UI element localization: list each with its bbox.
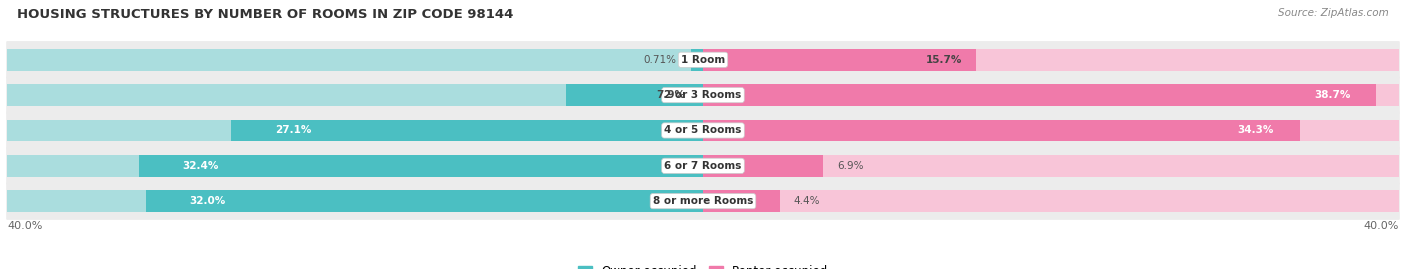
Text: 4.4%: 4.4% bbox=[793, 196, 820, 206]
Text: 4 or 5 Rooms: 4 or 5 Rooms bbox=[664, 125, 742, 136]
Bar bbox=[703, 190, 1399, 212]
Bar bbox=[7, 119, 703, 141]
Text: 32.4%: 32.4% bbox=[183, 161, 219, 171]
Text: 6.9%: 6.9% bbox=[837, 161, 863, 171]
Bar bbox=[703, 84, 1376, 106]
Bar bbox=[703, 155, 823, 177]
Text: 34.3%: 34.3% bbox=[1237, 125, 1274, 136]
Text: Source: ZipAtlas.com: Source: ZipAtlas.com bbox=[1278, 8, 1389, 18]
Bar bbox=[232, 119, 703, 141]
Bar bbox=[703, 119, 1399, 141]
Bar bbox=[703, 190, 779, 212]
FancyBboxPatch shape bbox=[6, 147, 1400, 185]
Bar bbox=[565, 84, 703, 106]
Bar bbox=[690, 49, 703, 71]
FancyBboxPatch shape bbox=[6, 41, 1400, 79]
FancyBboxPatch shape bbox=[6, 182, 1400, 220]
FancyBboxPatch shape bbox=[6, 76, 1400, 114]
Bar bbox=[7, 84, 703, 106]
Text: 0.71%: 0.71% bbox=[644, 55, 676, 65]
Text: 6 or 7 Rooms: 6 or 7 Rooms bbox=[664, 161, 742, 171]
Text: 38.7%: 38.7% bbox=[1313, 90, 1350, 100]
Text: 1 Room: 1 Room bbox=[681, 55, 725, 65]
Legend: Owner-occupied, Renter-occupied: Owner-occupied, Renter-occupied bbox=[572, 261, 834, 269]
Text: 32.0%: 32.0% bbox=[190, 196, 226, 206]
Text: 2 or 3 Rooms: 2 or 3 Rooms bbox=[665, 90, 741, 100]
Bar bbox=[7, 190, 703, 212]
Text: 8 or more Rooms: 8 or more Rooms bbox=[652, 196, 754, 206]
Bar bbox=[146, 190, 703, 212]
FancyBboxPatch shape bbox=[6, 112, 1400, 149]
Text: HOUSING STRUCTURES BY NUMBER OF ROOMS IN ZIP CODE 98144: HOUSING STRUCTURES BY NUMBER OF ROOMS IN… bbox=[17, 8, 513, 21]
Bar bbox=[7, 155, 703, 177]
Bar bbox=[703, 49, 976, 71]
Bar bbox=[703, 155, 1399, 177]
Text: 40.0%: 40.0% bbox=[7, 221, 42, 231]
Bar bbox=[703, 119, 1299, 141]
Bar bbox=[703, 84, 1399, 106]
Text: 40.0%: 40.0% bbox=[1364, 221, 1399, 231]
Bar bbox=[703, 49, 1399, 71]
Bar bbox=[139, 155, 703, 177]
Text: 7.9%: 7.9% bbox=[657, 90, 686, 100]
Text: 27.1%: 27.1% bbox=[276, 125, 311, 136]
Text: 15.7%: 15.7% bbox=[927, 55, 962, 65]
Bar bbox=[7, 49, 703, 71]
